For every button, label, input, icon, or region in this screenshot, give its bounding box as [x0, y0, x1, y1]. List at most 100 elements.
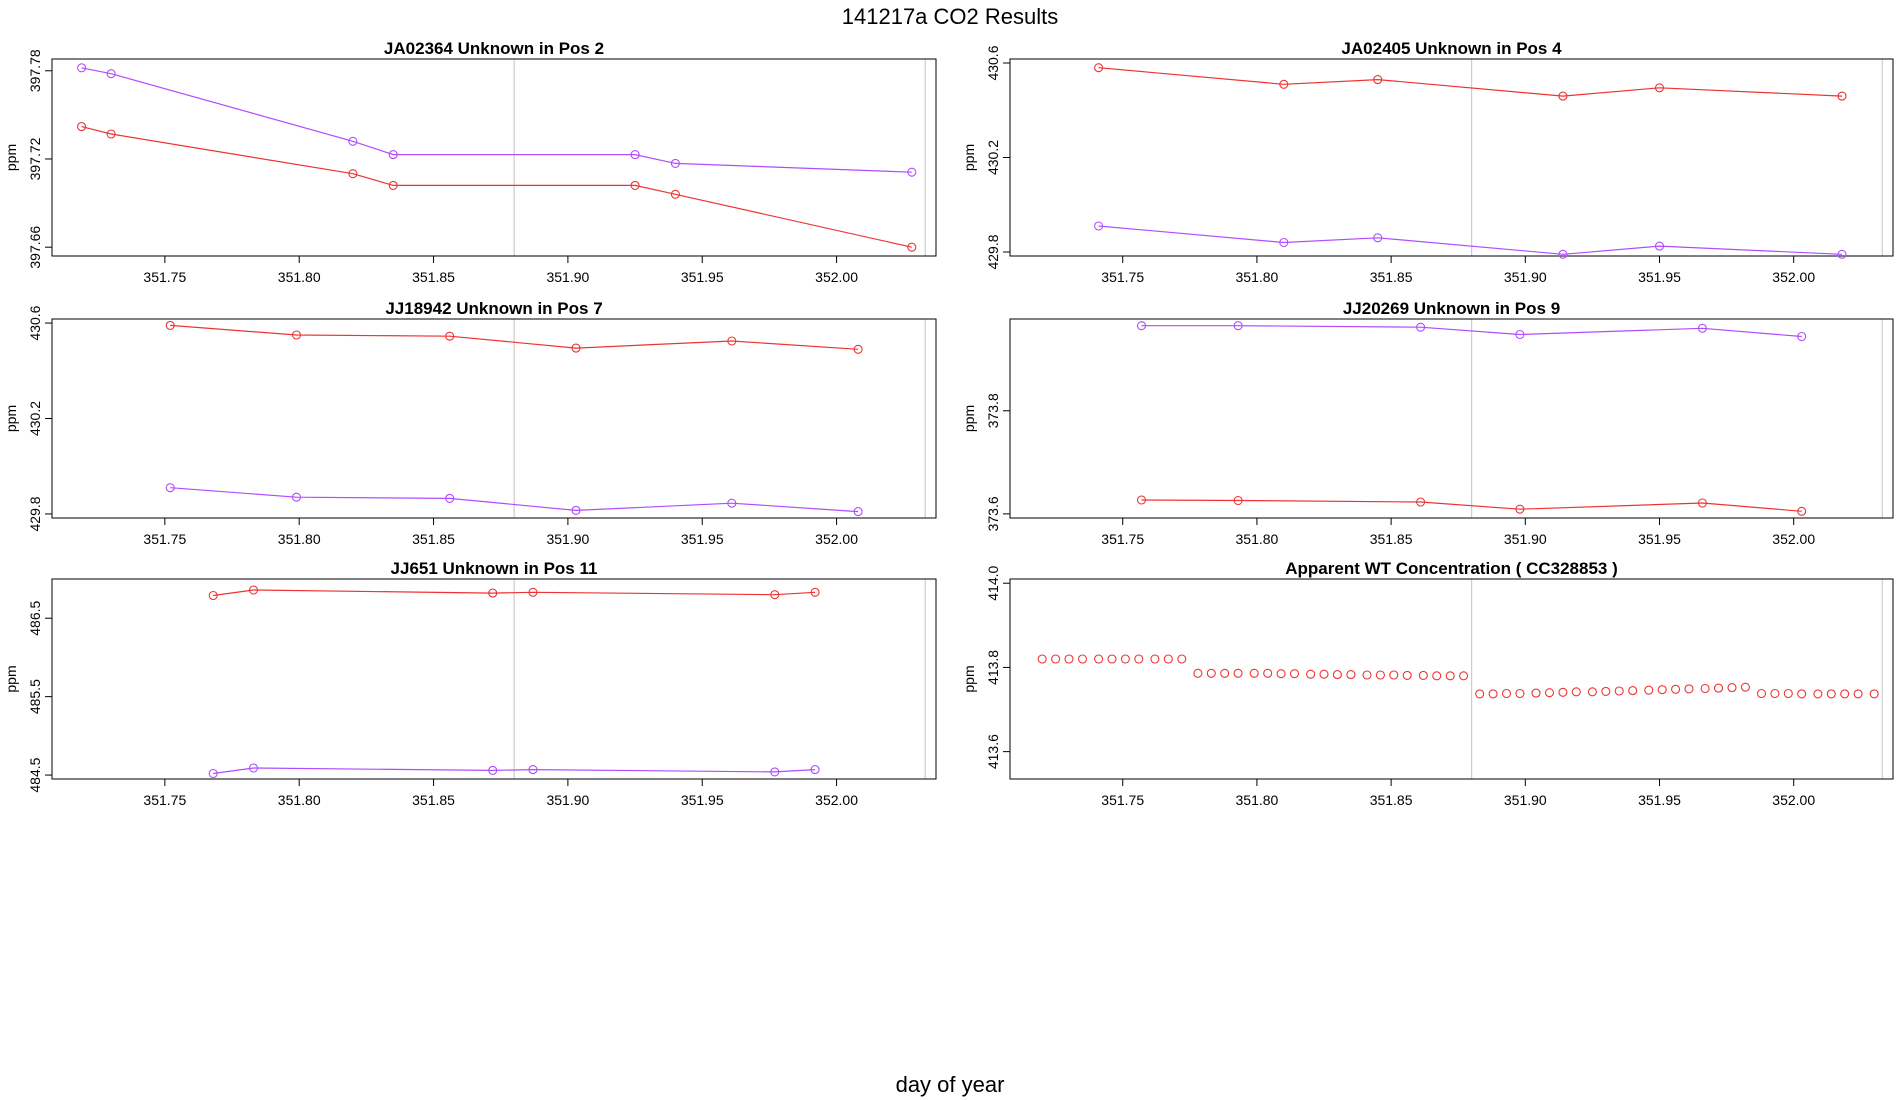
data-point-WT [1346, 670, 1356, 680]
data-point-WT [1037, 654, 1047, 664]
data-point-purple [1515, 329, 1525, 340]
series-line-purple [81, 67, 912, 173]
data-point-WT [1501, 688, 1512, 699]
y-tick-label: 397.66 [27, 226, 43, 269]
data-point-WT [1488, 689, 1498, 699]
data-point-WT [1840, 689, 1850, 699]
chart-panel-1: JA02364 Unknown in Pos 2 351.75 351.80 351.… [3, 39, 937, 285]
data-point-WT [1120, 654, 1130, 664]
data-point-purple [810, 765, 820, 775]
data-point-WT [1107, 654, 1117, 664]
data-point-WT [1306, 669, 1316, 679]
data-point-purple [528, 765, 538, 775]
data-point-red [727, 336, 737, 346]
data-point-purple [770, 767, 780, 777]
data-point-purple [208, 768, 218, 779]
x-tick-label: 351.80 [278, 269, 321, 285]
data-point-red [1797, 506, 1807, 516]
data-point-WT [1064, 654, 1074, 664]
data-point-WT [1614, 686, 1624, 696]
panel-title: JA02364 Unknown in Pos 2 [384, 39, 604, 58]
data-point-WT [1445, 671, 1455, 681]
data-point-purple [1558, 249, 1568, 259]
data-point-purple [348, 136, 358, 146]
data-point-red [1373, 75, 1383, 85]
data-point-WT [1531, 688, 1541, 698]
data-point-red [1558, 91, 1568, 101]
data-point-purple [291, 492, 302, 502]
y-tick-label: 486.5 [27, 600, 43, 635]
data-point-purple [1416, 322, 1426, 332]
x-tick-label: 351.95 [681, 269, 724, 285]
y-tick-label: 484.5 [27, 757, 43, 792]
x-tick-label: 352.00 [815, 531, 858, 547]
y-axis-label: ppm [3, 144, 19, 171]
data-point-red [571, 343, 581, 353]
data-point-purple [1094, 221, 1104, 231]
x-tick-label: 351.75 [143, 792, 186, 808]
y-tick-label: 429.8 [27, 496, 43, 531]
data-point-red [291, 330, 302, 340]
data-point-red [165, 320, 175, 330]
data-point-red [348, 169, 358, 179]
data-point-WT [1601, 686, 1611, 696]
data-point-red [488, 588, 498, 598]
data-point-WT [1276, 669, 1286, 679]
data-point-WT [1628, 686, 1638, 696]
data-point-red [106, 129, 116, 139]
data-point-WT [1362, 670, 1372, 680]
panel-title: Apparent WT Concentration ( CC328853 ) [1285, 559, 1618, 578]
panel-title: JJ18942 Unknown in Pos 7 [385, 299, 602, 318]
data-point-WT [1289, 669, 1300, 679]
y-tick-label: 485.5 [27, 679, 43, 714]
x-tick-label: 352.00 [1772, 792, 1815, 808]
chart-panel-3: JJ18942 Unknown in Pos 7 351.75 351.80 351.… [3, 299, 937, 547]
data-point-red [1094, 63, 1104, 73]
data-point-purple [571, 505, 581, 515]
series-line-red [1098, 67, 1843, 97]
data-point-WT [1220, 668, 1230, 678]
y-axis-label: ppm [3, 665, 19, 692]
plot-frame [51, 578, 937, 780]
data-point-WT [1740, 682, 1750, 692]
x-tick-label: 351.80 [278, 531, 321, 547]
x-tick-label: 351.90 [1504, 269, 1547, 285]
x-tick-label: 351.75 [1101, 792, 1144, 808]
data-point-red [77, 122, 87, 132]
data-point-WT [1475, 689, 1485, 699]
series-line-purple [170, 487, 859, 513]
x-tick-label: 352.00 [815, 269, 858, 285]
data-point-red [630, 180, 640, 190]
data-point-purple [1654, 241, 1665, 251]
x-tick-label: 351.95 [1638, 269, 1681, 285]
data-point-WT [1193, 668, 1203, 678]
main-title: 141217a CO2 Results [841, 4, 1059, 29]
data-point-WT [1249, 668, 1259, 678]
y-axis-label: ppm [961, 144, 977, 171]
x-tick-label: 351.95 [681, 792, 724, 808]
data-point-red [670, 189, 680, 199]
data-point-WT [1094, 654, 1104, 664]
plot-frame [1009, 578, 1894, 780]
data-point-purple [1136, 321, 1147, 331]
data-point-WT [1756, 688, 1767, 699]
x-tick-label: 352.00 [1772, 531, 1815, 547]
data-point-WT [1206, 668, 1216, 678]
data-point-WT [1375, 670, 1385, 680]
data-point-WT [1134, 654, 1144, 664]
data-point-WT [1727, 683, 1737, 693]
x-tick-label: 351.80 [278, 792, 321, 808]
data-point-red [528, 587, 538, 597]
data-point-purple [388, 150, 398, 160]
data-point-purple [77, 63, 87, 73]
data-point-WT [1233, 668, 1243, 678]
series-line-purple [1098, 225, 1843, 255]
data-point-purple [165, 483, 175, 493]
data-point-WT [1713, 683, 1724, 693]
data-point-red [853, 344, 863, 354]
y-axis-label: ppm [3, 405, 19, 432]
data-point-WT [1263, 668, 1273, 678]
y-tick-label: 414.0 [985, 565, 1001, 600]
series-line-purple [1141, 325, 1802, 338]
